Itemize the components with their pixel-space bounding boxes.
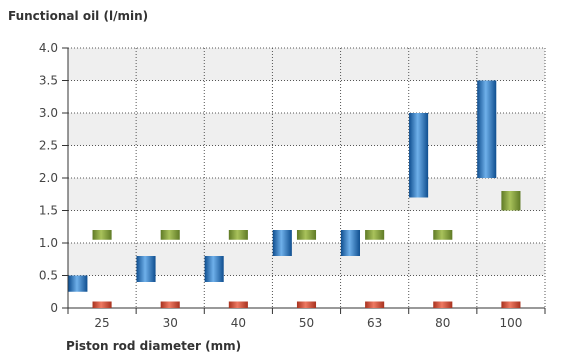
grid-band: [68, 178, 545, 211]
grid-band: [68, 113, 545, 146]
bar-series-3: [92, 301, 112, 308]
grid-band: [68, 80, 545, 113]
bar-series-3: [296, 301, 317, 308]
bar-series-2: [92, 230, 112, 240]
grid-band: [68, 48, 545, 81]
bar-series-1: [409, 113, 429, 198]
bar-series-2: [228, 230, 248, 240]
x-tick-label: 80: [435, 316, 450, 330]
bar-series-3: [501, 301, 521, 308]
x-tick-label: 100: [499, 316, 522, 330]
x-tick-label: 63: [367, 316, 382, 330]
y-tick-label: 0.5: [39, 269, 58, 283]
y-tick-label: 2.0: [39, 171, 58, 185]
x-axis-title: Piston rod diameter (mm): [66, 339, 242, 353]
x-tick-label: 50: [299, 316, 314, 330]
chart-title: Functional oil (l/min): [8, 9, 149, 23]
bar-series-3: [228, 301, 248, 308]
bar-series-3: [160, 301, 180, 308]
y-tick-label: 2.5: [39, 139, 58, 153]
bar-series-2: [160, 230, 180, 240]
y-tick-label: 1.5: [39, 204, 58, 218]
bar-series-1: [136, 256, 156, 282]
bar-series-1: [477, 80, 497, 178]
x-tick-label: 40: [231, 316, 246, 330]
x-tick-label: 25: [94, 316, 109, 330]
bar-series-1: [204, 256, 224, 282]
bar-series-3: [365, 301, 385, 308]
grid-band: [68, 145, 545, 178]
y-tick-label: 0: [50, 301, 58, 315]
y-tick-label: 1.0: [39, 236, 58, 250]
x-tick-label: 30: [163, 316, 178, 330]
bar-series-1: [340, 230, 360, 256]
bar-series-2: [365, 230, 385, 240]
bar-series-2: [296, 230, 317, 240]
y-tick-label: 3.5: [39, 74, 58, 88]
bar-series-1: [68, 275, 88, 292]
bar-series-3: [433, 301, 453, 308]
bar-series-2: [433, 230, 453, 240]
bar-series-2: [501, 191, 521, 211]
y-tick-label: 3.0: [39, 106, 58, 120]
bar-series-1: [272, 230, 292, 256]
y-tick-label: 4.0: [39, 41, 58, 55]
